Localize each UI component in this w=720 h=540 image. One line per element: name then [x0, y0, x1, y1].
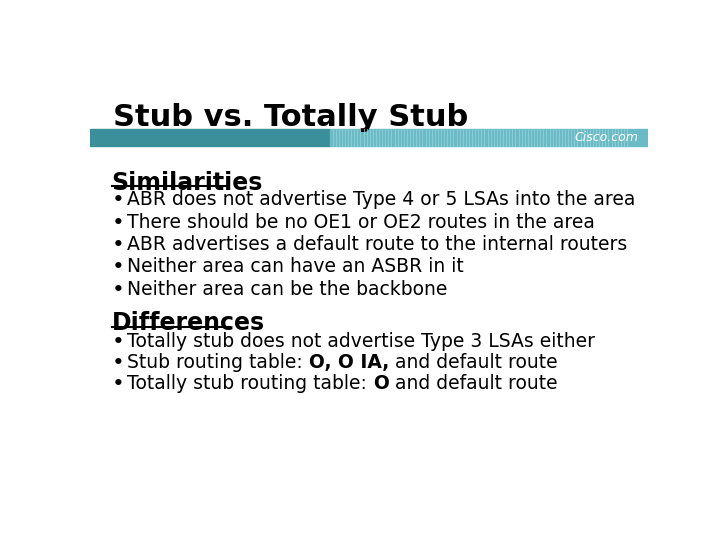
Text: Stub vs. Totally Stub: Stub vs. Totally Stub — [113, 103, 469, 132]
Text: •: • — [112, 190, 125, 210]
Text: •: • — [112, 353, 125, 373]
Bar — [90, 129, 330, 146]
Text: •: • — [112, 213, 125, 233]
Text: Cisco.com: Cisco.com — [575, 131, 639, 144]
Text: Differences: Differences — [112, 311, 265, 335]
Text: There should be no OE1 or OE2 routes in the area: There should be no OE1 or OE2 routes in … — [127, 213, 595, 232]
Text: and default route: and default route — [389, 374, 557, 393]
Text: •: • — [112, 235, 125, 255]
Text: •: • — [112, 280, 125, 300]
Bar — [330, 129, 648, 146]
Text: Neither area can have an ASBR in it: Neither area can have an ASBR in it — [127, 257, 464, 276]
Text: and default route: and default route — [390, 353, 558, 372]
Text: •: • — [112, 332, 125, 352]
Text: •: • — [112, 257, 125, 278]
Text: •: • — [112, 374, 125, 394]
Text: ABR does not advertise Type 4 or 5 LSAs into the area: ABR does not advertise Type 4 or 5 LSAs … — [127, 190, 636, 210]
Text: Neither area can be the backbone: Neither area can be the backbone — [127, 280, 448, 299]
Text: ABR advertises a default route to the internal routers: ABR advertises a default route to the in… — [127, 235, 627, 254]
Text: Totally stub does not advertise Type 3 LSAs either: Totally stub does not advertise Type 3 L… — [127, 332, 595, 351]
Text: Totally stub routing table:: Totally stub routing table: — [127, 374, 373, 393]
Text: O, O IA,: O, O IA, — [309, 353, 390, 372]
Text: O: O — [373, 374, 389, 393]
Text: Similarities: Similarities — [112, 171, 263, 195]
Text: Stub routing table:: Stub routing table: — [127, 353, 309, 372]
